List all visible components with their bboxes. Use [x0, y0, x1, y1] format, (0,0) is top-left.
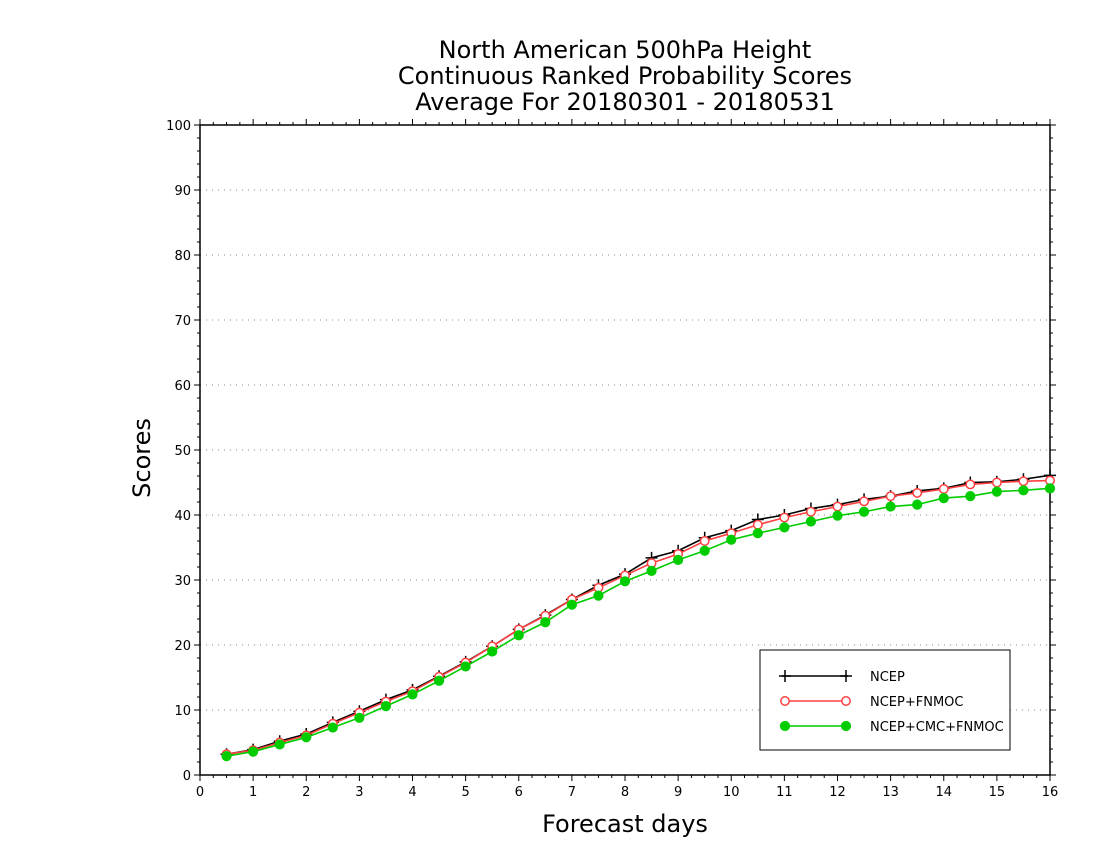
data-point — [593, 590, 604, 601]
data-point — [566, 599, 577, 610]
y-tick-label: 20 — [174, 639, 191, 654]
x-axis-title: Forecast days — [542, 810, 708, 838]
grid-lines — [200, 189, 1050, 711]
y-tick-label: 10 — [174, 704, 191, 719]
chart-title-line: Continuous Ranked Probability Scores — [398, 62, 852, 90]
data-point — [274, 739, 285, 750]
data-point — [805, 516, 817, 527]
x-tick-label: 10 — [723, 785, 740, 800]
chart-title-line: North American 500hPa Height — [439, 36, 812, 64]
y-tick-label: 80 — [174, 249, 191, 264]
series-layer — [220, 469, 1056, 762]
legend-label: NCEP — [870, 670, 905, 685]
x-tick-label: 14 — [935, 785, 952, 800]
data-point — [832, 510, 843, 521]
x-tick-label: 5 — [461, 785, 469, 800]
y-tick-label: 50 — [174, 444, 191, 459]
legend-marker — [841, 696, 851, 706]
series-ncep-cmc-fnmoc — [221, 483, 1056, 762]
x-tick-label: 9 — [674, 785, 682, 800]
data-point — [460, 661, 471, 672]
data-point — [354, 712, 365, 723]
data-point — [699, 545, 710, 556]
data-point — [885, 501, 896, 512]
data-point — [965, 491, 976, 502]
data-point — [859, 496, 870, 507]
x-tick-label: 0 — [196, 785, 204, 800]
data-point — [752, 528, 763, 539]
x-tick-label: 3 — [355, 785, 363, 800]
y-tick-label: 40 — [174, 509, 191, 524]
legend: NCEP NCEP+FNMOC NCEP+CMC+FNMOC — [759, 649, 1011, 751]
data-point — [380, 701, 392, 712]
data-point — [832, 501, 843, 512]
x-tick-label: 11 — [776, 785, 793, 800]
data-point — [726, 534, 737, 545]
data-point — [540, 617, 551, 628]
data-point — [965, 479, 976, 490]
legend-box — [759, 649, 1011, 751]
data-point — [885, 491, 896, 502]
x-tick-label: 16 — [1042, 785, 1059, 800]
data-point — [301, 732, 312, 743]
data-point — [1044, 483, 1056, 494]
data-point — [1018, 476, 1029, 487]
x-tick-label: 1 — [249, 785, 257, 800]
y-axis-title: Scores — [128, 418, 156, 498]
legend-marker — [840, 720, 852, 732]
y-tick-label: 30 — [174, 574, 191, 589]
data-point — [805, 506, 816, 517]
legend-label: NCEP+CMC+FNMOC — [870, 720, 1004, 735]
legend-entry: NCEP — [779, 670, 905, 685]
data-point — [858, 506, 870, 517]
data-point — [699, 536, 710, 546]
data-point — [487, 646, 498, 657]
data-point — [779, 522, 790, 533]
y-tick-label: 70 — [174, 314, 191, 329]
y-tick-label: 90 — [174, 184, 191, 199]
data-point — [407, 689, 418, 700]
data-point — [779, 512, 790, 523]
x-tick-label: 4 — [408, 785, 416, 800]
data-point — [938, 484, 949, 494]
legend-label: NCEP+FNMOC — [870, 695, 963, 710]
chart-title: North American 500hPa Height Continuous R… — [398, 36, 852, 116]
x-tick-label: 15 — [989, 785, 1006, 800]
legend-marker — [780, 696, 790, 706]
data-point — [991, 477, 1002, 488]
legend-marker — [779, 720, 791, 732]
x-tick-label: 12 — [829, 785, 846, 800]
data-point — [513, 630, 524, 641]
data-point — [752, 519, 763, 530]
data-point — [646, 565, 657, 577]
x-tick-label: 13 — [882, 785, 899, 800]
data-point — [912, 487, 923, 498]
data-point — [938, 493, 949, 504]
y-tick-label: 60 — [174, 379, 191, 394]
legend-marker — [840, 670, 852, 682]
legend-entry: NCEP+FNMOC — [780, 695, 963, 710]
data-point — [433, 675, 445, 686]
data-point — [327, 722, 338, 733]
data-point — [912, 499, 923, 510]
y-tick-label: 100 — [166, 119, 191, 134]
y-tick-label: 0 — [183, 769, 191, 784]
x-tick-label: 6 — [515, 785, 523, 800]
data-point — [221, 751, 232, 762]
data-point — [673, 554, 684, 565]
data-point — [991, 486, 1002, 497]
data-point — [248, 746, 259, 757]
chart-title-line: Average For 20180301 - 20180531 — [415, 88, 835, 116]
data-point — [619, 576, 631, 587]
x-tick-label: 8 — [621, 785, 629, 800]
legend-entry: NCEP+CMC+FNMOC — [779, 720, 1004, 735]
x-tick-label: 2 — [302, 785, 310, 800]
legend-marker — [779, 670, 791, 682]
data-point — [1018, 485, 1029, 496]
x-tick-label: 7 — [568, 785, 576, 800]
